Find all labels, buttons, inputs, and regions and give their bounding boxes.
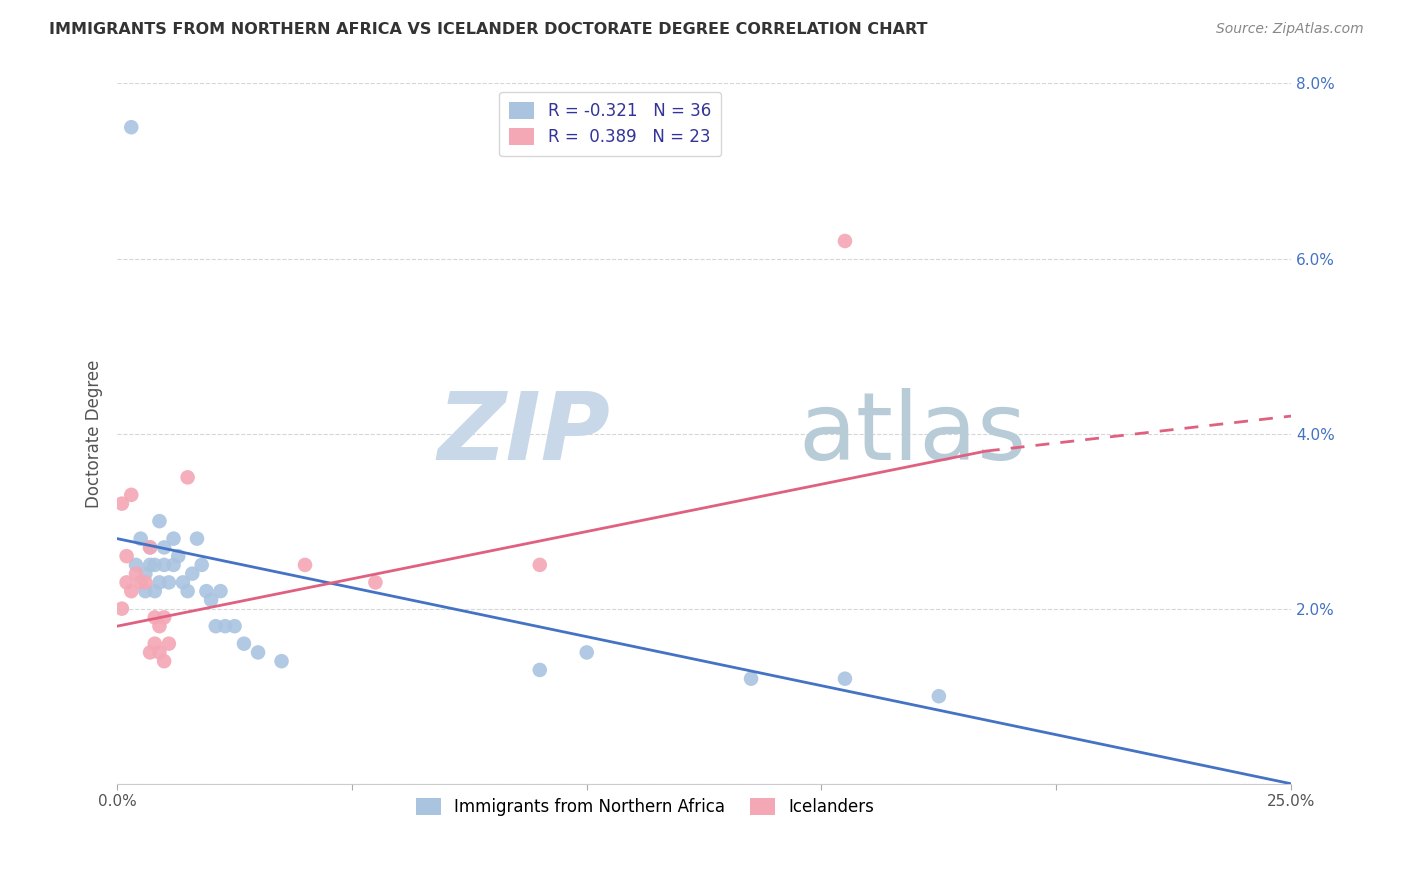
Point [148,645,170,659]
Point [143,637,166,651]
Point [167,549,190,563]
Point [233,637,256,651]
Point [740,672,762,686]
Point [214,619,236,633]
Text: ZIP: ZIP [437,388,610,480]
Point [139,645,162,659]
Point [928,689,950,703]
Point [176,584,198,599]
Point [125,558,148,572]
Point [148,619,170,633]
Point [224,619,246,633]
Text: Source: ZipAtlas.com: Source: ZipAtlas.com [1216,22,1364,37]
Point [364,575,387,590]
Point [111,601,134,615]
Point [834,234,856,248]
Point [181,566,204,581]
Point [190,558,212,572]
Text: IMMIGRANTS FROM NORTHERN AFRICA VS ICELANDER DOCTORATE DEGREE CORRELATION CHART: IMMIGRANTS FROM NORTHERN AFRICA VS ICELA… [49,22,928,37]
Point [139,558,162,572]
Point [162,558,184,572]
Point [153,654,176,668]
Point [186,532,208,546]
Point [134,575,156,590]
Point [195,584,218,599]
Point [204,619,226,633]
Point [529,663,551,677]
Point [200,593,222,607]
Point [157,575,180,590]
Point [162,532,184,546]
Point [153,610,176,624]
Point [129,532,152,546]
Point [209,584,232,599]
Point [153,541,176,555]
Point [529,558,551,572]
Text: atlas: atlas [799,388,1026,480]
Point [157,637,180,651]
Point [134,566,156,581]
Point [247,645,270,659]
Point [143,558,166,572]
Point [115,549,138,563]
Legend: Immigrants from Northern Africa, Icelanders: Immigrants from Northern Africa, Iceland… [408,789,883,824]
Point [176,470,198,484]
Point [129,575,152,590]
Point [125,566,148,581]
Y-axis label: Doctorate Degree: Doctorate Degree [86,359,103,508]
Point [120,584,142,599]
Point [143,584,166,599]
Point [270,654,292,668]
Point [148,514,170,528]
Point [120,120,142,135]
Point [834,672,856,686]
Point [143,610,166,624]
Point [120,488,142,502]
Point [139,541,162,555]
Point [172,575,194,590]
Point [153,558,176,572]
Point [139,541,162,555]
Point [115,575,138,590]
Point [148,575,170,590]
Point [134,584,156,599]
Point [294,558,316,572]
Point [111,497,134,511]
Point [575,645,598,659]
